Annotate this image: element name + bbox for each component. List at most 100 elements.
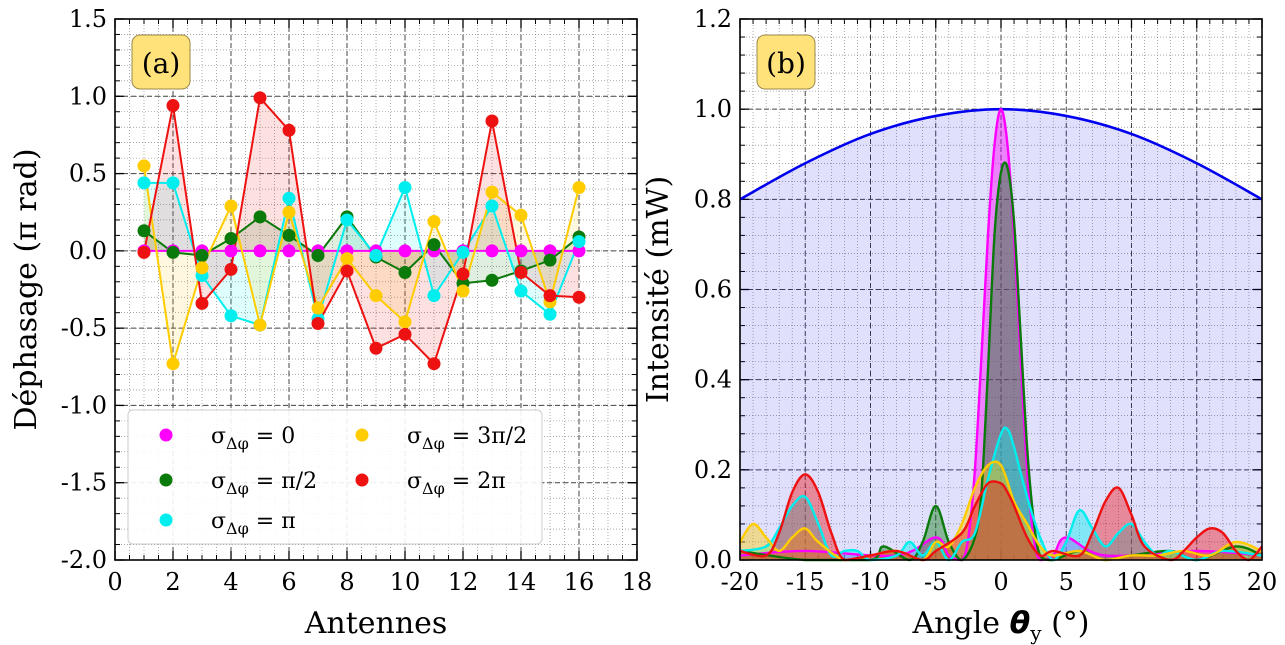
x-tick-label: 6 [281,568,296,596]
panel-b-intensite-chart: -20 -15 -10 -5 0 5 10 15 20 0.0 0.2 0.4 0.6 0.8 1.0 1.2… [641,5,1277,645]
legend-entry: σΔφ = π [211,509,296,538]
series-area [740,474,1262,560]
y-tick-label: 1.0 [694,95,732,123]
panel-label-box [756,34,816,90]
data-point [485,114,499,128]
plot-frame [114,18,638,561]
panel-label: (b) [766,47,806,80]
y-tick-label: -1.5 [61,469,107,497]
x-tick-label: 20 [1247,568,1278,596]
data-point [456,245,470,259]
y-tick-label: 0.8 [694,185,732,213]
x-tick-label: 18 [622,568,653,596]
data-point [369,248,383,262]
series-line [739,426,1263,562]
x-tick-label: 8 [339,568,354,596]
data-point [282,205,296,219]
data-point [427,238,441,252]
x-tick-label: 4 [223,568,238,596]
series-area [740,109,1262,561]
legend-marker [355,428,369,442]
y-tick-label: 0.6 [694,276,732,304]
data-point [137,245,151,259]
data-point [311,248,325,262]
y-tick-label: 0.2 [694,456,732,484]
y-axis-title: Déphasage (π rad) [9,148,44,430]
series-fill [144,97,579,364]
data-point [224,231,238,245]
data-point [572,235,586,249]
data-point [572,180,586,194]
x-tick-label: 14 [506,568,537,596]
x-tick-label: -10 [851,568,890,596]
panel-a-dephasage-chart: 0 2 4 6 8 10 12 14 16 18 -2.0 -1.5 -1.0 -0.5 0.0 0.5 1.0… [9,5,652,641]
y-tick-label: -0.5 [61,314,107,342]
data-point [340,213,354,227]
data-point [427,289,441,303]
data-point [166,357,180,371]
panel-label: (a) [142,47,181,80]
x-tick-label: 0 [993,568,1008,596]
data-point [195,261,209,275]
data-point [456,267,470,281]
x-tick-label: -15 [786,568,825,596]
data-point [311,317,325,331]
data-point [137,159,151,173]
x-tick-label: -20 [721,568,760,596]
data-point [340,264,354,278]
series-area [740,162,1262,560]
legend-entry: σΔφ = 2π [407,469,506,498]
legend-entry: σΔφ = π/2 [211,469,317,498]
x-tick-label: 5 [1059,568,1074,596]
data-point [427,357,441,371]
data-point [485,199,499,213]
data-point [137,176,151,190]
series-line [739,473,1263,562]
y-axis-title: Intensité (mW) [641,176,676,403]
x-tick-label: 10 [390,568,421,596]
data-point [340,252,354,266]
x-tick-label: 10 [1116,568,1147,596]
data-point [166,176,180,190]
x-tick-label: 15 [1181,568,1212,596]
data-point [282,228,296,242]
data-point [543,289,557,303]
series-area [740,109,1262,561]
data-point [514,265,528,279]
y-tick-label: -1.0 [61,391,107,419]
legend-marker [159,473,173,487]
data-point [282,191,296,205]
y-tick-label: 0.0 [694,546,732,574]
data-point [369,289,383,303]
series-line [143,95,580,366]
data-point [543,244,557,258]
data-point [195,296,209,310]
series-line [739,107,1263,562]
data-point [253,210,267,224]
data-point [398,244,412,258]
data-point [398,180,412,194]
series-fill [144,182,579,326]
data-point [282,244,296,258]
data-point [195,248,209,262]
data-point [224,262,238,276]
data-point [398,265,412,279]
data-point [514,284,528,298]
data-point [253,91,267,105]
plot-frame [739,18,1263,561]
y-tick-label: 1.0 [69,82,107,110]
series-fill [144,165,579,364]
data-point [456,284,470,298]
data-point [514,208,528,222]
legend-entry: σΔφ = 0 [211,424,295,453]
legend-marker [159,513,173,527]
data-point [514,244,528,258]
panel-label-box [131,34,191,90]
x-axis-title: Angle θy (°) [912,606,1090,645]
x-tick-label: 0 [107,568,122,596]
y-tick-label: 1.5 [69,5,107,33]
data-point [572,244,586,258]
x-axis-title: Antennes [304,606,448,641]
data-point [398,327,412,341]
